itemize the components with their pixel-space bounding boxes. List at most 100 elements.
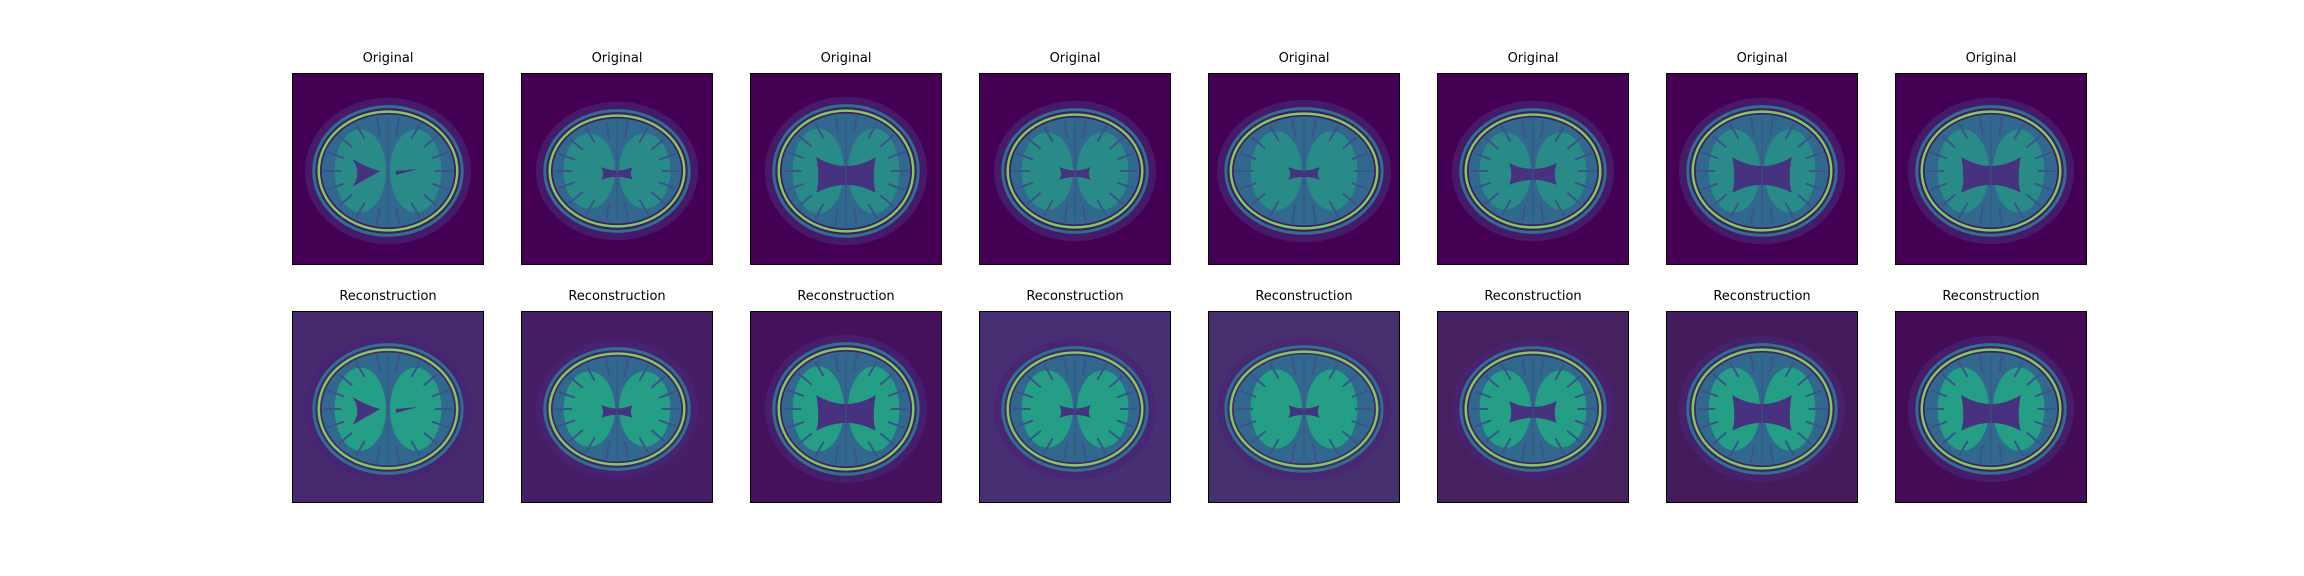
fold-line (834, 116, 840, 134)
fold-line (1485, 137, 1500, 150)
image-axes (521, 73, 713, 265)
fold-line (558, 391, 576, 399)
cortex-outline (777, 109, 915, 233)
image-axes (1666, 311, 1858, 503)
fold-line (431, 182, 449, 191)
fold-line (1485, 192, 1500, 205)
fold-line (1291, 443, 1297, 461)
skull-ring (1459, 346, 1607, 472)
panel-title: Original (820, 51, 872, 66)
fold-line (834, 445, 840, 464)
skull-ring (543, 109, 691, 233)
fold-line (355, 123, 366, 140)
fold-line (1539, 442, 1545, 460)
skull-ring (1915, 105, 2067, 237)
fold-line (787, 389, 805, 397)
fold-line (1251, 192, 1266, 206)
fold-line (376, 355, 381, 373)
white-matter-right (1534, 132, 1587, 210)
fold-line (1566, 192, 1581, 205)
cortex-outline (1006, 351, 1144, 467)
cortex-outline (1229, 350, 1379, 468)
skull-ring (312, 105, 464, 237)
fold-line (879, 135, 894, 148)
cortex-outline (548, 114, 686, 228)
panel-title: Original (1736, 51, 1788, 66)
mri-slice-image (1438, 312, 1628, 502)
fold-line (814, 122, 825, 139)
cortex-outline (777, 347, 915, 471)
fold-line (1269, 200, 1280, 217)
image-axes (1208, 73, 1400, 265)
fold-line (1269, 438, 1280, 455)
mri-slice-image (293, 74, 483, 264)
fold-line (1574, 152, 1592, 161)
white-matter-right (1534, 370, 1587, 448)
fold-line (1750, 117, 1755, 135)
fold-line (1291, 205, 1297, 223)
ventricles (352, 397, 418, 425)
fold-line (1043, 199, 1054, 216)
fold-line (1501, 364, 1512, 380)
original-panel-4: Original (979, 51, 1171, 265)
fold-line (569, 191, 584, 204)
fold-line (2034, 151, 2052, 160)
fold-line (558, 181, 576, 189)
image-axes (1437, 73, 1629, 265)
fold-line (605, 359, 611, 377)
fold-line (1521, 358, 1527, 376)
fold-line (1784, 202, 1795, 219)
fold-line (395, 117, 400, 135)
white-matter-right (1076, 370, 1129, 448)
fold-line (1998, 207, 2003, 225)
fold-line (1311, 357, 1317, 375)
fold-line (1750, 355, 1755, 373)
fold-line (887, 183, 905, 191)
fold-line (423, 432, 438, 445)
white-matter-left (1250, 369, 1303, 449)
mri-slice-image (980, 312, 1170, 502)
fold-line (1063, 204, 1069, 222)
white-matter-left (1021, 370, 1074, 448)
fold-line (1769, 207, 1774, 225)
fold-line (395, 355, 400, 373)
panel-title: Original (1507, 51, 1559, 66)
fold-line (338, 432, 353, 445)
fold-line (1769, 117, 1774, 135)
fold-line (569, 429, 584, 442)
fold-line (1805, 151, 1823, 160)
fold-line (1521, 442, 1527, 460)
fold-line (423, 194, 438, 207)
fold-line (1311, 443, 1317, 461)
white-matter-right (1076, 132, 1129, 210)
fold-line (1501, 126, 1512, 142)
fold-line (1574, 419, 1592, 428)
fold-line (887, 151, 905, 159)
fold-line (1554, 364, 1565, 380)
fold-line (638, 365, 649, 381)
fold-line (1311, 119, 1317, 137)
fold-line (658, 181, 676, 189)
cortex-outline (1691, 110, 1833, 232)
fold-line (1081, 442, 1087, 460)
fold-line (1474, 390, 1492, 399)
fold-line (798, 373, 813, 386)
white-matter-left (1021, 132, 1074, 210)
reconstruction-panel-6: Reconstruction (1437, 289, 1629, 503)
fold-line (1016, 390, 1034, 399)
fold-line (1116, 181, 1134, 190)
fold-line (1979, 355, 1984, 373)
fold-line (431, 389, 449, 398)
fold-line (327, 420, 345, 429)
fold-line (1501, 437, 1512, 454)
fold-line (1474, 181, 1492, 190)
fold-line (1958, 123, 1969, 140)
fold-line (1043, 437, 1054, 454)
fold-line (2026, 373, 2041, 386)
fold-line (650, 138, 665, 151)
fold-line (1566, 430, 1581, 443)
fold-line (867, 360, 878, 377)
image-axes (750, 311, 942, 503)
fold-line (355, 202, 366, 219)
panel-title: Reconstruction (339, 289, 437, 304)
